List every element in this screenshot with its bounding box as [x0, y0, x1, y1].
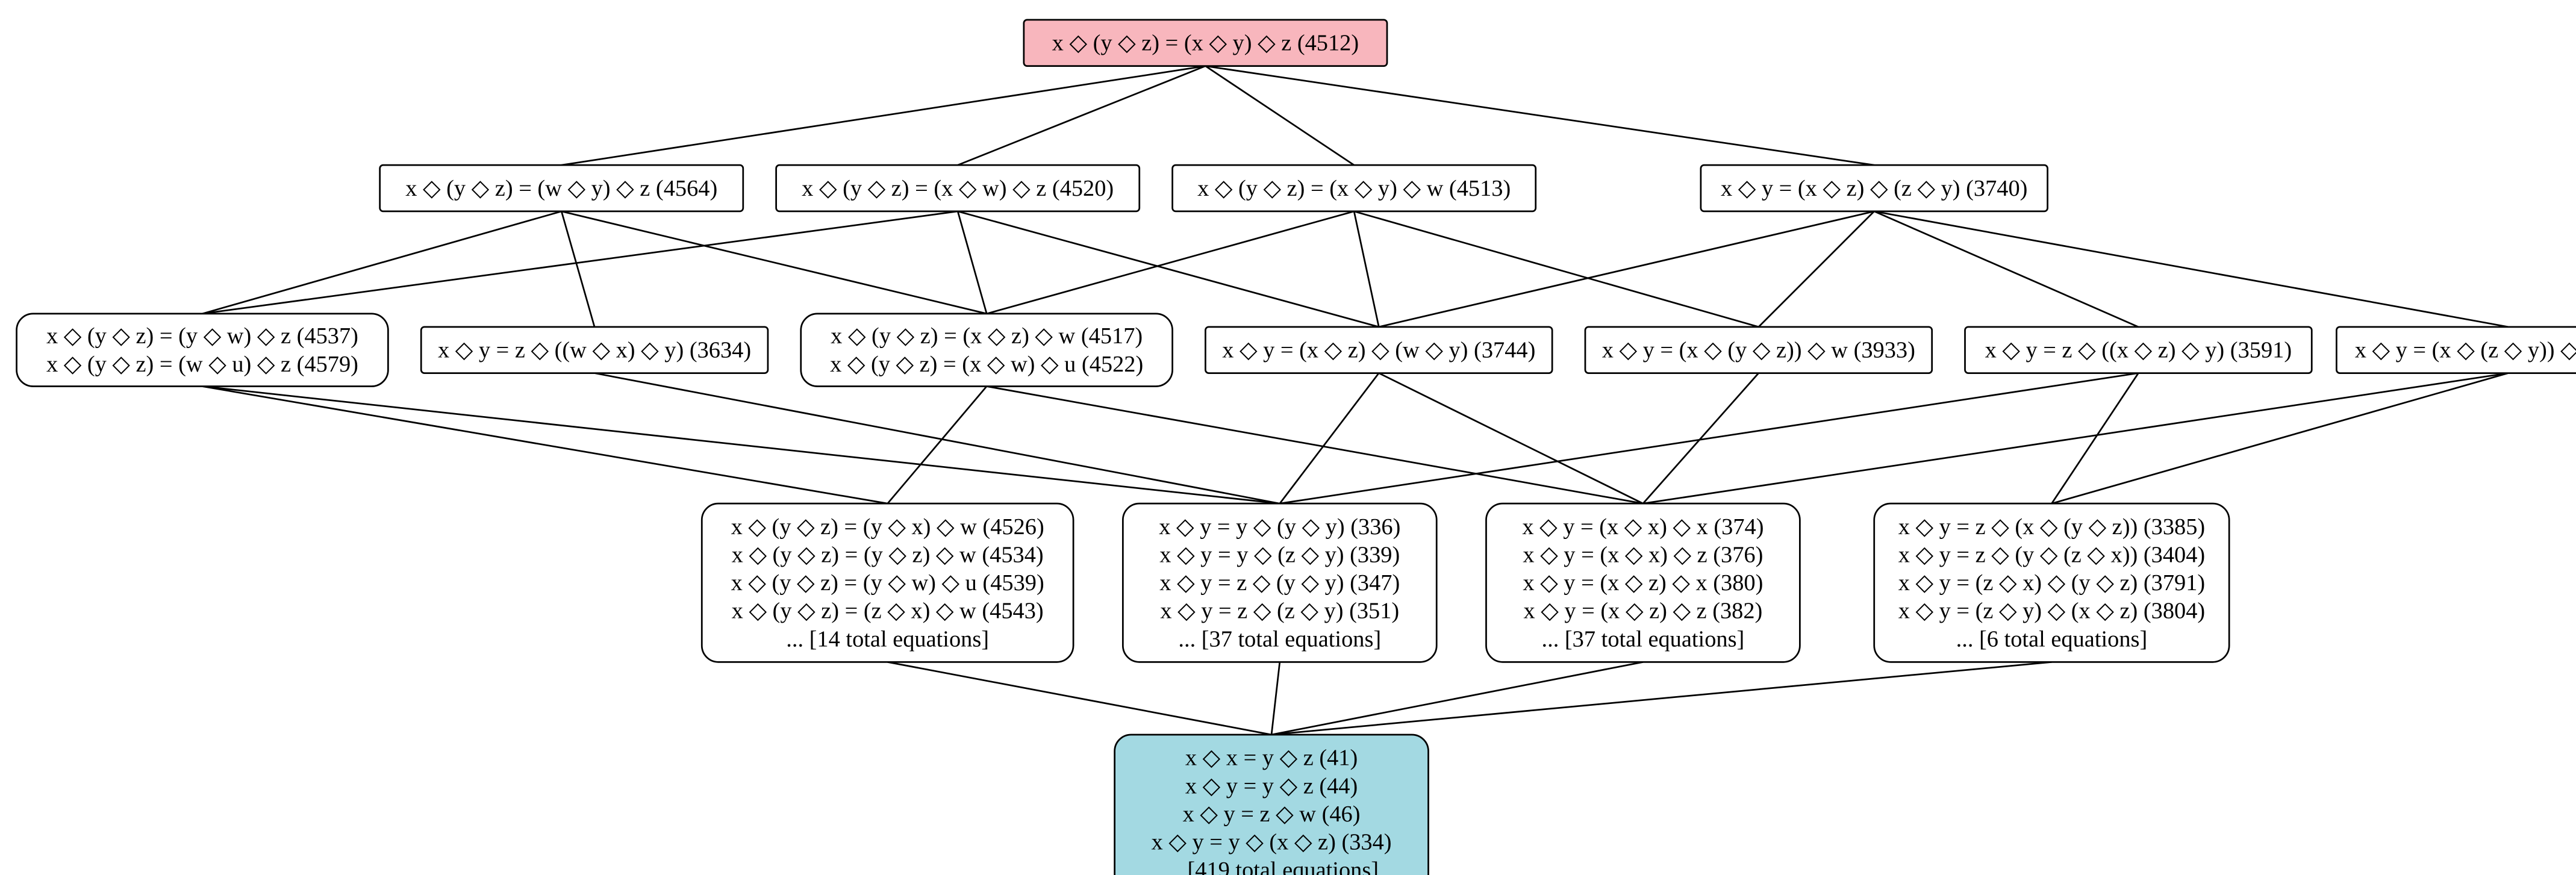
- node-g6: x ◇ y = z ◇ (x ◇ (y ◇ z)) (3385)x ◇ y = …: [1874, 503, 2229, 662]
- node-line: x ◇ y = (x ◇ x) ◇ x (374): [1522, 514, 1764, 540]
- node-line: x ◇ y = (x ◇ z) ◇ (w ◇ y) (3744): [1222, 338, 1535, 363]
- edge: [1354, 211, 1379, 327]
- node-n4517_4522: x ◇ (y ◇ z) = (x ◇ z) ◇ w (4517) x ◇ (y ◇…: [801, 314, 1173, 387]
- edge: [2051, 373, 2508, 504]
- node-root: x ◇ (y ◇ z) = (x ◇ y) ◇ z (4512): [1024, 20, 1387, 66]
- node-line: x ◇ y = z ◇ (y ◇ (z ◇ x)) (3404): [1898, 542, 2205, 567]
- node-line: x ◇ y = (z ◇ y) ◇ (x ◇ z) (3804): [1898, 599, 2205, 624]
- edge: [2051, 373, 2138, 504]
- node-line: x ◇ y = z ◇ w (46): [1183, 802, 1361, 827]
- node-n3933: x ◇ y = (x ◇ (y ◇ z)) ◇ w (3933): [1585, 327, 1932, 373]
- node-line: x ◇ y = z ◇ (y ◇ y) (347): [1159, 570, 1400, 596]
- edge: [1271, 662, 1280, 735]
- node-n4513: x ◇ (y ◇ z) = (x ◇ y) ◇ w (4513): [1173, 165, 1536, 211]
- node-line: x ◇ y = z ◇ ((w ◇ x) ◇ y) (3634): [438, 338, 751, 363]
- node-line: x ◇ y = (x ◇ z) ◇ (z ◇ y) (3740): [1721, 176, 2027, 201]
- edge: [987, 211, 1354, 314]
- edge: [987, 387, 1643, 504]
- node-g14: x ◇ (y ◇ z) = (y ◇ x) ◇ w (4526)x ◇ (y ◇…: [702, 503, 1073, 662]
- node-line: x ◇ y = (x ◇ x) ◇ z (376): [1523, 542, 1763, 567]
- edge: [1643, 373, 2509, 504]
- node-sink: x ◇ x = y ◇ z (41)x ◇ y = y ◇ z (44) x ◇ …: [1115, 735, 1429, 875]
- node-line: x ◇ (y ◇ z) = (x ◇ w) ◇ u (4522): [830, 352, 1143, 377]
- edge: [202, 387, 1280, 504]
- node-n4564: x ◇ (y ◇ z) = (w ◇ y) ◇ z (4564): [380, 165, 743, 211]
- node-line: x ◇ y = (z ◇ x) ◇ (y ◇ z) (3791): [1898, 570, 2205, 596]
- node-line: x ◇ (y ◇ z) = (y ◇ x) ◇ w (4526): [731, 514, 1044, 540]
- edge: [1643, 373, 1759, 504]
- node-n3940: x ◇ y = (x ◇ (z ◇ y)) ◇ z (3940): [2336, 327, 2576, 373]
- node-n3591: x ◇ y = z ◇ ((x ◇ z) ◇ y) (3591): [1965, 327, 2312, 373]
- node-line: x ◇ (y ◇ z) = (z ◇ x) ◇ w (4543): [732, 599, 1044, 624]
- edge: [202, 387, 888, 504]
- node-line: ... [37 total equations]: [1542, 626, 1745, 652]
- node-line: ... [14 total equations]: [786, 626, 989, 652]
- edge: [1280, 373, 2139, 504]
- node-line: x ◇ (y ◇ z) = (y ◇ w) ◇ u (4539): [731, 570, 1044, 596]
- equation-lattice-diagram: x ◇ (y ◇ z) = (x ◇ y) ◇ z (4512) x ◇ (y ◇…: [0, 0, 2576, 875]
- node-line: ... [419 total equations]: [1164, 858, 1379, 875]
- edge: [1874, 211, 2509, 327]
- edge: [1354, 211, 1759, 327]
- node-line: x ◇ y = (x ◇ (y ◇ z)) ◇ w (3933): [1602, 338, 1915, 363]
- node-line: ... [37 total equations]: [1178, 626, 1381, 652]
- node-line: ... [6 total equations]: [1956, 626, 2148, 652]
- node-line: x ◇ y = (x ◇ z) ◇ x (380): [1523, 570, 1763, 596]
- edge: [888, 662, 1271, 735]
- node-line: x ◇ y = z ◇ (z ◇ y) (351): [1160, 599, 1399, 624]
- node-line: x ◇ (y ◇ z) = (y ◇ z) ◇ w (4534): [732, 542, 1044, 567]
- edge: [1379, 211, 1874, 327]
- node-line: x ◇ (y ◇ z) = (x ◇ y) ◇ z (4512): [1052, 31, 1359, 56]
- node-n4520: x ◇ (y ◇ z) = (x ◇ w) ◇ z (4520): [776, 165, 1140, 211]
- node-line: x ◇ y = y ◇ (x ◇ z) (334): [1152, 830, 1392, 855]
- node-line: x ◇ (y ◇ z) = (x ◇ y) ◇ w (4513): [1197, 176, 1511, 201]
- node-line: x ◇ (y ◇ z) = (x ◇ w) ◇ z (4520): [802, 176, 1114, 201]
- edge: [1205, 66, 1874, 165]
- node-line: x ◇ y = y ◇ z (44): [1185, 773, 1358, 799]
- edge: [594, 373, 1280, 504]
- edge: [1271, 662, 2051, 735]
- node-n4537_4579: x ◇ (y ◇ z) = (y ◇ w) ◇ z (4537) x ◇ (y ◇…: [17, 314, 388, 387]
- node-line: x ◇ y = (x ◇ (z ◇ y)) ◇ z (3940): [2355, 338, 2576, 363]
- node-line: x ◇ (y ◇ z) = (w ◇ y) ◇ z (4564): [405, 176, 717, 201]
- node-line: x ◇ y = z ◇ (x ◇ (y ◇ z)) (3385): [1898, 514, 2205, 540]
- node-line: x ◇ x = y ◇ z (41): [1185, 746, 1358, 771]
- node-g37b: x ◇ y = (x ◇ x) ◇ x (374)x ◇ y = (x ◇ x)…: [1486, 503, 1800, 662]
- edge: [1205, 66, 1354, 165]
- node-n3744: x ◇ y = (x ◇ z) ◇ (w ◇ y) (3744): [1205, 327, 1552, 373]
- edge: [561, 211, 987, 314]
- edge: [958, 211, 987, 314]
- node-n3740: x ◇ y = (x ◇ z) ◇ (z ◇ y) (3740): [1701, 165, 2048, 211]
- node-g37a: x ◇ y = y ◇ (y ◇ y) (336)x ◇ y = y ◇ (z …: [1123, 503, 1436, 662]
- node-line: x ◇ y = z ◇ ((x ◇ z) ◇ y) (3591): [1985, 338, 2292, 363]
- node-line: x ◇ y = y ◇ (z ◇ y) (339): [1159, 542, 1400, 567]
- edge: [1874, 211, 2139, 327]
- node-line: x ◇ (y ◇ z) = (y ◇ w) ◇ z (4537): [46, 323, 358, 349]
- node-line: x ◇ (y ◇ z) = (w ◇ u) ◇ z (4579): [46, 352, 358, 377]
- node-n3634: x ◇ y = z ◇ ((w ◇ x) ◇ y) (3634): [421, 327, 768, 373]
- edge: [561, 66, 1205, 165]
- edge: [1379, 373, 1643, 504]
- edge: [958, 211, 1379, 327]
- edge: [561, 211, 594, 327]
- node-line: x ◇ y = y ◇ (y ◇ y) (336): [1159, 514, 1400, 540]
- edge: [958, 66, 1205, 165]
- edge: [1759, 211, 1874, 327]
- edge: [202, 211, 958, 314]
- edge: [1280, 373, 1379, 504]
- node-line: x ◇ (y ◇ z) = (x ◇ z) ◇ w (4517): [831, 323, 1143, 349]
- edge: [1271, 662, 1643, 735]
- node-line: x ◇ y = (x ◇ z) ◇ z (382): [1524, 599, 1763, 624]
- edge: [202, 211, 561, 314]
